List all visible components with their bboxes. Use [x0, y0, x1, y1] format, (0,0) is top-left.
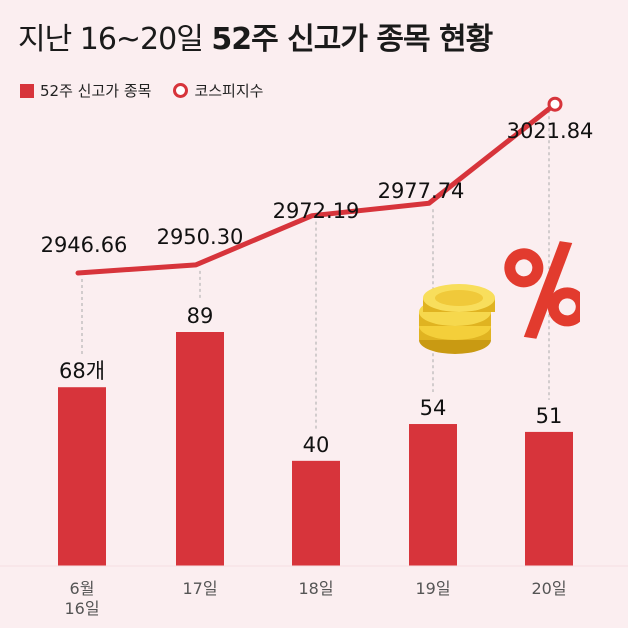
kospi-line	[75, 101, 558, 276]
x-tick-label-1: 17일	[182, 579, 217, 598]
x-tick-label-0: 6월 16일	[64, 579, 99, 618]
kospi-end-marker	[547, 96, 563, 112]
bar-label-2: 40	[303, 433, 330, 457]
bar-1	[176, 332, 224, 566]
decoration	[419, 241, 580, 354]
percent-icon	[504, 241, 580, 339]
chart-title-light: 지난 16~20일	[18, 22, 212, 57]
bar-label-4: 51	[536, 404, 563, 428]
bar-0	[58, 387, 106, 566]
bar-3	[409, 424, 457, 566]
line-label-4: 3021.84	[507, 119, 594, 143]
legend-bar-swatch	[20, 83, 34, 98]
bar-label-3: 54	[420, 396, 447, 420]
x-tick-label-3: 19일	[415, 579, 450, 598]
line-label-1: 2950.30	[157, 225, 244, 249]
legend-bar-label: 52주 신고가 종목	[40, 82, 152, 100]
x-tick-label-2: 18일	[298, 579, 333, 598]
legend-line-label: 코스피지수	[194, 82, 264, 100]
legend-line-marker	[173, 83, 189, 98]
coin-stack-icon	[419, 284, 495, 354]
chart-title: 지난 16~20일 52주 신고가 종목 현황	[18, 14, 493, 58]
legend: 52주 신고가 종목 코스피지수	[20, 80, 263, 101]
bar-2	[292, 460, 340, 566]
bar-label-1: 89	[187, 304, 214, 328]
line-label-0: 2946.66	[41, 233, 128, 257]
x-tick-label-4: 20일	[531, 579, 566, 598]
line-label-3: 2977.74	[378, 179, 465, 203]
chart-title-bold: 52주 신고가 종목 현황	[211, 22, 493, 57]
bar-4	[525, 431, 573, 566]
line-label-2: 2972.19	[273, 199, 360, 223]
bar-label-0: 68개	[59, 359, 105, 383]
